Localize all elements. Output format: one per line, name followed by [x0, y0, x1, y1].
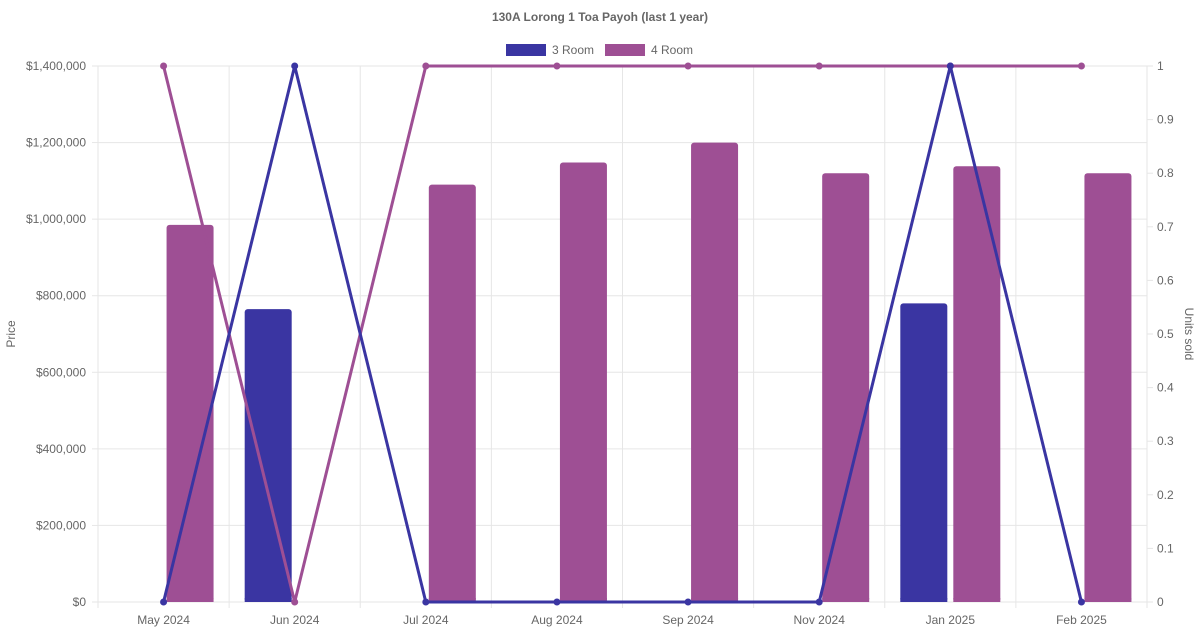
- point-4-room[interactable]: [553, 62, 561, 70]
- legend-label-4-room: 4 Room: [651, 43, 693, 57]
- point-3-room[interactable]: [815, 598, 823, 606]
- y2-tick-label: 0.4: [1157, 381, 1174, 395]
- legend-item-4-room[interactable]: 4 Room: [605, 43, 693, 57]
- point-3-room[interactable]: [422, 598, 430, 606]
- point-4-room[interactable]: [160, 62, 168, 70]
- bar-4-room[interactable]: [559, 162, 607, 603]
- x-tick-label: Feb 2025: [1056, 613, 1107, 627]
- bar-4-room[interactable]: [691, 142, 739, 603]
- y2-tick-label: 0.1: [1157, 541, 1174, 555]
- y2-tick-label: 0.5: [1157, 327, 1174, 341]
- bars: [166, 142, 1132, 603]
- bar-3-room[interactable]: [900, 303, 948, 602]
- bar-base-4-room: [1084, 598, 1132, 602]
- y-tick-label: $1,200,000: [26, 136, 86, 150]
- y-tick-label: $1,000,000: [26, 212, 86, 226]
- y-tick-label: $1,400,000: [26, 59, 86, 73]
- y2-tick-label: 0.6: [1157, 273, 1174, 287]
- bar-base-4-room: [559, 598, 607, 602]
- point-3-room[interactable]: [684, 598, 692, 606]
- y-tick-label: $0: [73, 595, 87, 609]
- y-axis-title: Price: [4, 320, 18, 348]
- point-4-room[interactable]: [422, 62, 430, 70]
- y2-tick-label: 1: [1157, 59, 1164, 73]
- x-tick-label: Sep 2024: [662, 613, 714, 627]
- x-tick-label: Jan 2025: [926, 613, 976, 627]
- bar-3-room[interactable]: [244, 309, 292, 602]
- point-4-room[interactable]: [684, 62, 692, 70]
- bar-4-room[interactable]: [953, 166, 1001, 602]
- x-tick-label: May 2024: [137, 613, 190, 627]
- bar-4-room[interactable]: [822, 173, 870, 602]
- line-4-room: [162, 64, 1082, 604]
- bar-base-4-room: [822, 598, 870, 602]
- x-tick-label: Jun 2024: [270, 613, 320, 627]
- y2-tick-label: 0.9: [1157, 113, 1174, 127]
- point-3-room[interactable]: [946, 62, 954, 70]
- y-tick-label: $400,000: [36, 442, 86, 456]
- point-3-room[interactable]: [160, 598, 168, 606]
- y-tick-label: $800,000: [36, 289, 86, 303]
- legend-swatch-4-room: [605, 44, 645, 56]
- point-4-room[interactable]: [291, 598, 299, 606]
- y2-tick-label: 0.7: [1157, 220, 1174, 234]
- legend-item-3-room[interactable]: 3 Room: [506, 43, 594, 57]
- point-4-room[interactable]: [1077, 62, 1085, 70]
- legend: 3 Room 4 Room: [506, 43, 693, 57]
- bar-base-3-room: [900, 598, 948, 602]
- x-tick-label: Aug 2024: [531, 613, 583, 627]
- point-3-room[interactable]: [553, 598, 561, 606]
- bar-4-room[interactable]: [166, 224, 214, 602]
- axes: $0 $200,000 $400,000 $600,000 $800,000 $1,000…: [26, 59, 1174, 627]
- bar-4-room[interactable]: [428, 184, 476, 602]
- bar-4-room[interactable]: [1084, 173, 1132, 602]
- series-lines: [160, 62, 1085, 606]
- x-tick-label: Jul 2024: [403, 613, 449, 627]
- y2-axis-title: Units sold: [1182, 308, 1196, 361]
- legend-swatch-3-room: [506, 44, 546, 56]
- y-tick-label: $200,000: [36, 518, 86, 532]
- legend-label-3-room: 3 Room: [552, 43, 594, 57]
- y2-tick-label: 0.8: [1157, 166, 1174, 180]
- bar-base-3-room: [244, 598, 292, 602]
- bar-base-4-room: [953, 598, 1001, 602]
- chart-title: 130A Lorong 1 Toa Payoh (last 1 year): [492, 10, 708, 24]
- bar-base-4-room: [166, 598, 214, 602]
- y2-tick-label: 0: [1157, 595, 1164, 609]
- y2-tick-label: 0.3: [1157, 434, 1174, 448]
- y-tick-label: $600,000: [36, 365, 86, 379]
- point-3-room[interactable]: [1077, 598, 1085, 606]
- y2-tick-label: 0.2: [1157, 488, 1174, 502]
- line-3-room: [162, 64, 1083, 604]
- bar-base-4-room: [691, 598, 739, 602]
- point-4-room[interactable]: [815, 62, 823, 70]
- bar-base-4-room: [428, 598, 476, 602]
- x-tick-label: Nov 2024: [794, 613, 846, 627]
- point-3-room[interactable]: [291, 62, 299, 70]
